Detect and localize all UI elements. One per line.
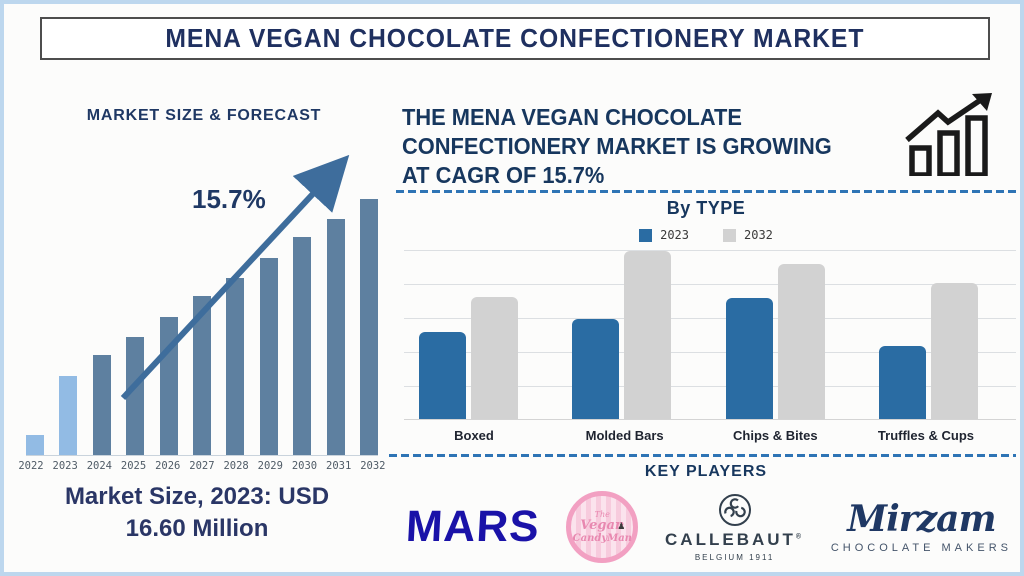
forecast-bar-2028: [226, 278, 245, 455]
forecast-bar-2030: [293, 237, 312, 455]
forecast-year-labels: 2022 2023 2024 2025 2026 2027 2028 2029 2030 2031…: [14, 460, 390, 472]
forecast-year-label-2030: 2030: [291, 460, 318, 472]
trend-arrow-icon: [120, 154, 350, 401]
forecast-bar-2029: [259, 258, 278, 455]
bytype-bar-group: [419, 297, 518, 419]
headline-line-2: CONFECTIONERY MARKET IS GROWING: [402, 133, 832, 159]
mirzam-wordmark: Mirzam: [847, 498, 996, 540]
bytype-bar-2032: [471, 297, 518, 419]
forecast-year-label-2032: 2032: [360, 460, 386, 472]
callebaut-logo: CALLEBAUT® BELGIUM 1911: [665, 493, 804, 562]
bytype-category-label: Truffles & Cups: [877, 428, 974, 443]
forecast-year-label-2028: 2028: [223, 460, 249, 472]
legend-item-2032: 2032: [723, 228, 773, 242]
legend-swatch-icon: [723, 228, 736, 242]
forecast-year-label-2026: 2026: [155, 460, 181, 472]
callebaut-wordmark: CALLEBAUT®: [665, 530, 804, 550]
vegan-candyman-logo: The Vegan CandyMan ♟: [566, 491, 639, 563]
mirzam-tagline: CHOCOLATE MAKERS: [830, 542, 1012, 554]
key-players-row: MARS The Vegan CandyMan ♟ CALLEBAUT® BEL…: [400, 486, 1018, 568]
market-size-note-line1: Market Size, 2023: USD: [64, 483, 330, 510]
forecast-bar-2025: [126, 337, 145, 455]
forecast-section-title: MARKET SIZE & FORECAST: [86, 107, 322, 124]
legend-label: 2032: [744, 228, 773, 242]
forecast-year-label-2027: 2027: [189, 460, 215, 472]
forecast-bar-2022: [26, 435, 44, 455]
dashed-divider-bottom: [389, 454, 1016, 457]
bytype-bar-2023: [572, 319, 620, 419]
vegan-logo-line1: The: [594, 509, 610, 519]
bytype-bar-2023: [419, 332, 466, 419]
bytype-bars: [404, 250, 1016, 420]
callebaut-emblem-icon: [718, 493, 751, 526]
mirzam-logo: Mirzam CHOCOLATE MAKERS: [831, 500, 1012, 554]
forecast-year-label-2023: 2023: [52, 460, 78, 472]
callebaut-tagline: BELGIUM 1911: [694, 552, 775, 562]
forecast-bar-2027: [192, 296, 211, 455]
bytype-chart-title: By TYPE: [666, 198, 746, 218]
bytype-bar-2023: [725, 298, 773, 419]
title-bar: MENA VEGAN CHOCOLATE CONFECTIONERY MARKE…: [40, 17, 990, 60]
legend-item-2023: 2023: [639, 228, 689, 242]
growth-chart-icon: [905, 93, 992, 176]
cagr-value-label: 15.7%: [192, 184, 266, 214]
forecast-year-label-2025: 2025: [120, 460, 147, 472]
bytype-bar-2032: [624, 251, 672, 419]
forecast-bar-2031: [326, 219, 345, 455]
bytype-bar-group: [572, 251, 672, 419]
headline-line-3: AT CAGR OF 15.7%: [402, 162, 605, 188]
dashed-divider-top: [396, 190, 1016, 193]
bytype-category-label: Chips & Bites: [733, 428, 818, 443]
forecast-bar-2032: [359, 199, 378, 455]
key-players-title: KEY PLAYERS: [644, 463, 768, 480]
mars-logo: MARS: [404, 502, 541, 551]
forecast-bars: [26, 199, 378, 456]
bytype-bar-2023: [878, 346, 926, 419]
bytype-category-label: Boxed: [454, 428, 494, 443]
bytype-category-labels: Boxed Molded Bars Chips & Bites Truffles & …: [404, 428, 1016, 443]
market-size-note: Market Size, 2023: USD 16.60 Million: [12, 481, 382, 545]
forecast-year-label-2031: 2031: [326, 460, 352, 472]
forecast-year-label-2022: 2022: [18, 460, 44, 472]
forecast-year-label-2029: 2029: [257, 460, 283, 472]
page-title: MENA VEGAN CHOCOLATE CONFECTIONERY MARKE…: [165, 23, 865, 53]
bytype-bar-2032: [930, 283, 978, 419]
headline-line-1: THE MENA VEGAN CHOCOLATE: [402, 104, 742, 130]
vegan-logo-line3: CandyMan: [572, 532, 632, 544]
registered-mark: ®: [795, 532, 805, 540]
forecast-year-label-2024: 2024: [86, 460, 113, 472]
bytype-category-label: Molded Bars: [585, 428, 664, 443]
bytype-bar-group: [878, 283, 978, 419]
vegan-logo-line2: Vegan: [580, 517, 625, 533]
legend-swatch-icon: [639, 228, 653, 242]
headline: THE MENA VEGAN CHOCOLATE CONFECTIONERY M…: [402, 103, 854, 190]
candyman-figure-icon: ♟: [617, 522, 626, 532]
market-size-note-line2: 16.60 Million: [125, 515, 269, 542]
forecast-bar-2024: [92, 355, 111, 455]
bytype-bar-group: [725, 264, 825, 419]
bytype-legend: 2023 2032: [396, 228, 1016, 242]
forecast-bar-2023: [59, 376, 78, 455]
callebaut-wordmark-text: CALLEBAUT: [665, 529, 796, 549]
legend-label: 2023: [660, 228, 689, 242]
bytype-bar-2032: [777, 264, 825, 419]
